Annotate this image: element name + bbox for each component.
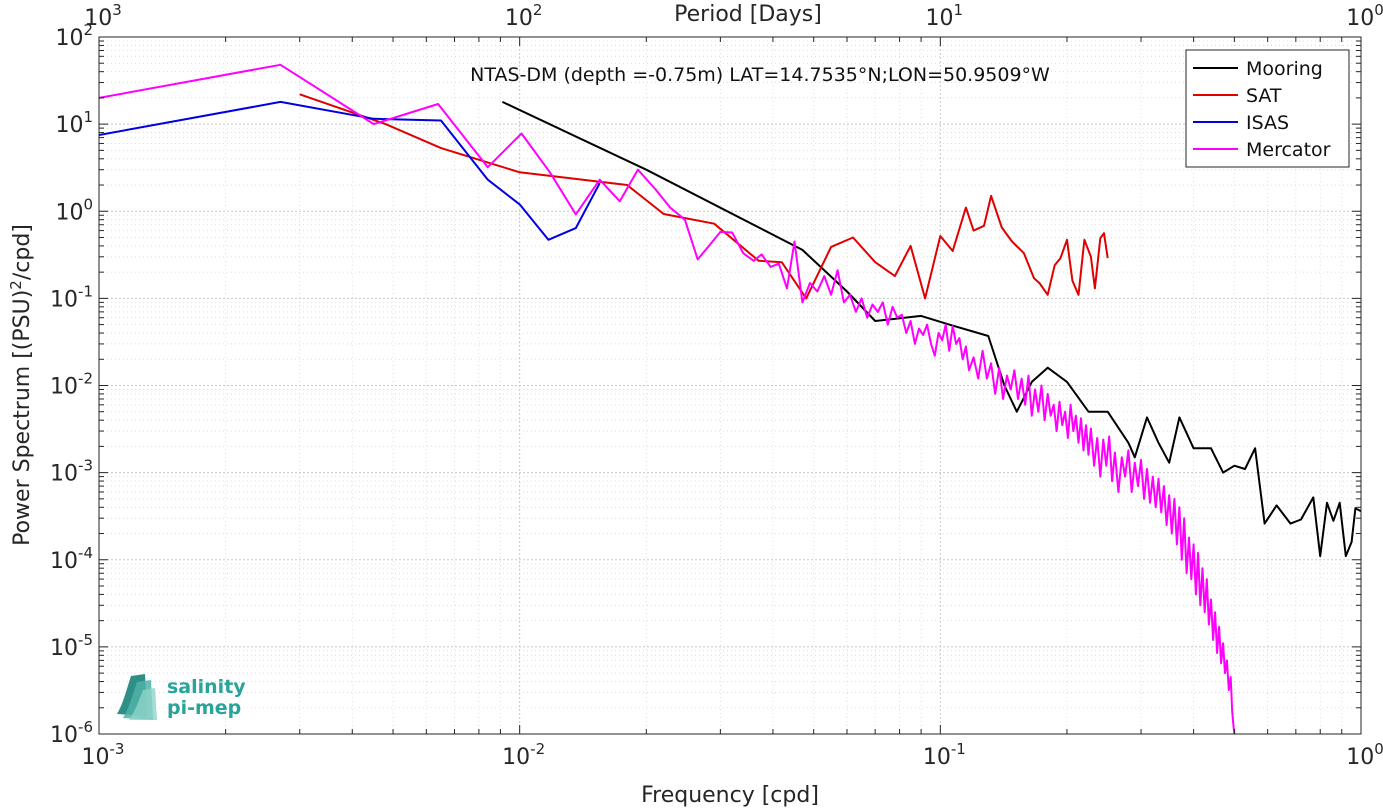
legend-label-isas: ISAS <box>1246 112 1289 134</box>
series-line-sat <box>299 93 1109 300</box>
y-tick-label: 10-1 <box>50 282 93 312</box>
y-tick-label: 10-3 <box>50 457 93 487</box>
salinity-pi-mep-logo: salinity pi-mep <box>117 674 246 720</box>
y-axis-label: Power Spectrum [(PSU)2/cpd] <box>7 224 35 546</box>
x-tick-label: 10-3 <box>82 740 125 770</box>
x-tick-label: 10-2 <box>502 740 545 770</box>
y-tick-label: 10-6 <box>50 718 93 748</box>
y-axis-label-main: Power Spectrum [(PSU) <box>10 290 35 546</box>
legend-label-sat: SAT <box>1246 85 1282 107</box>
y-tick-label: 10-2 <box>50 370 93 400</box>
series-layer <box>99 63 1361 734</box>
series-line-isas <box>99 100 601 241</box>
y-axis-label-tail: /cpd] <box>10 224 35 280</box>
y-tick-label: 10-5 <box>50 631 93 661</box>
y-tick-labels: 10-6 10-5 10-4 10-3 10-2 10-1 100 101 102 <box>50 21 93 748</box>
top-tick-label: 101 <box>926 1 964 31</box>
legend: Mooring SAT ISAS Mercator <box>1185 49 1350 168</box>
legend-box <box>1185 49 1350 168</box>
top-tick-label: 102 <box>505 1 543 31</box>
ticks-layer <box>98 36 1362 735</box>
x-axis-label: Frequency [cpd] <box>641 783 819 808</box>
x-tick-label: 100 <box>1346 740 1383 770</box>
series-line-mercator <box>99 63 1236 734</box>
x-tick-labels: 10-3 10-2 10-1 100 <box>82 740 1383 770</box>
top-tick-label: 100 <box>1346 1 1383 31</box>
y-tick-label: 101 <box>55 108 93 138</box>
logo-line-2: pi-mep <box>167 697 241 719</box>
legend-label-mercator: Mercator <box>1246 139 1331 161</box>
top-axis-label: Period [Days] <box>674 2 822 27</box>
y-axis-label-sup: 2 <box>7 280 25 290</box>
y-tick-label: 100 <box>55 195 93 225</box>
x-tick-label: 10-1 <box>923 740 966 770</box>
top-tick-label: 103 <box>84 1 122 31</box>
plot-area <box>99 37 1361 734</box>
series-line-mooring <box>501 100 1361 558</box>
y-tick-label: 10-4 <box>50 544 93 574</box>
y-tick-label: 102 <box>55 21 93 51</box>
legend-label-mooring: Mooring <box>1246 58 1323 80</box>
chart-title: NTAS-DM (depth =-0.75m) LAT=14.7535°N;LO… <box>470 64 1050 86</box>
top-x-tick-labels: 103 102 101 100 <box>84 1 1383 31</box>
logo-line-1: salinity <box>167 676 246 698</box>
